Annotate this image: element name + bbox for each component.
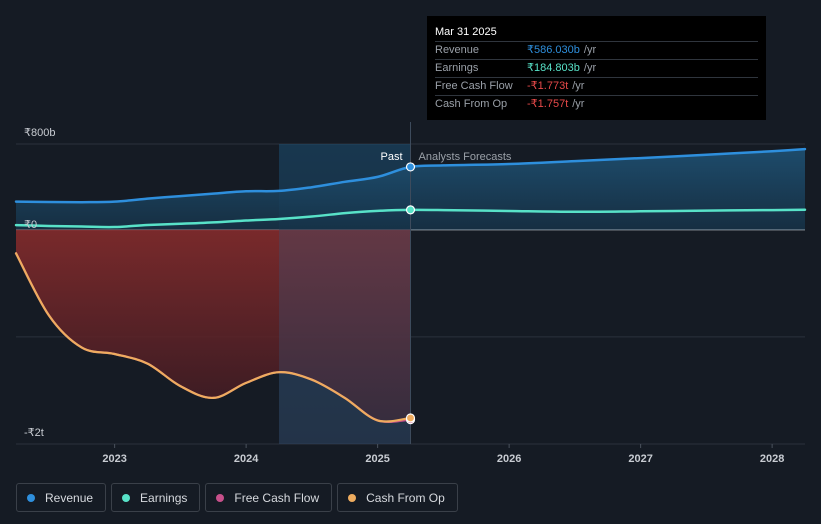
tooltip-value: -₹1.757t [527,98,569,110]
legend-dot-icon [216,493,225,502]
tooltip-label: Free Cash Flow [435,80,513,92]
y-tick-label: -₹2t [24,427,44,439]
revenue-marker [405,162,416,172]
tooltip-row: Revenue ₹586.030b/yr [435,41,758,59]
revenue-line [14,147,807,204]
cash-flow-area [16,229,411,422]
earnings-marker [405,205,416,215]
legend-item-free-cash-flow[interactable]: Free Cash Flow [205,483,333,512]
past-label: Past [380,151,402,163]
value-tooltip: Mar 31 2025 Revenue ₹586.030b/yr Earnings ₹… [427,16,766,120]
x-tick-label: 2023 [102,453,126,465]
tooltip-label: Earnings [435,62,479,74]
legend-label: Cash From Op [366,490,445,505]
tooltip-unit: /yr [572,80,585,92]
current-value-markers [405,162,416,425]
y-tick-label: ₹800b [24,127,55,139]
tooltip-row: Cash From Op -₹1.757t/yr [435,95,758,113]
legend-item-earnings[interactable]: Earnings [111,483,201,512]
legend-dot-icon [27,493,35,502]
legend-item-cash-from-op[interactable]: Cash From Op [337,483,458,512]
forecast-label: Analysts Forecasts [419,151,512,163]
tooltip-label: Revenue [435,44,480,56]
tooltip-value: -₹1.773t [527,80,569,92]
legend-dot-icon [348,493,357,502]
series-areas [16,149,805,444]
axis-labels: ₹800b ₹0 -₹2t 2023 2024 2025 2026 2027 2028 Past A… [24,127,784,465]
tooltip-unit: /yr [572,98,585,110]
tooltip-date: Mar 31 2025 [435,26,497,38]
cash-from-op-marker [405,413,416,423]
x-tick-label: 2027 [628,453,652,465]
x-tick-label: 2028 [760,453,784,465]
x-tick-label: 2026 [497,453,521,465]
tooltip-unit: /yr [583,62,597,74]
legend-item-revenue[interactable]: Revenue [16,483,107,512]
tooltip-row: Free Cash Flow -₹1.773t/yr [435,77,758,95]
x-tick-label: 2025 [365,453,389,465]
legend-label: Free Cash Flow [234,490,320,505]
x-tick-label: 2024 [234,453,259,465]
legend-label: Revenue [45,490,94,505]
earnings-line [14,208,807,229]
tooltip-unit: /yr [583,44,597,56]
tooltip-value: ₹184.803b [527,62,580,74]
y-tick-label: ₹0 [24,219,37,231]
highlight-overlay [279,229,411,444]
tooltip-value: ₹586.030b [527,44,580,56]
legend-dot-icon [122,493,131,502]
legend-label: Earnings [140,490,188,505]
chart-legend: Revenue Earnings Free Cash Flow Cash From O… [16,483,463,512]
series-lines [14,147,807,423]
tooltip-row: Earnings ₹184.803b/yr [435,59,758,77]
cash-from-op-line [14,252,412,423]
tooltip-label: Cash From Op [435,98,508,110]
